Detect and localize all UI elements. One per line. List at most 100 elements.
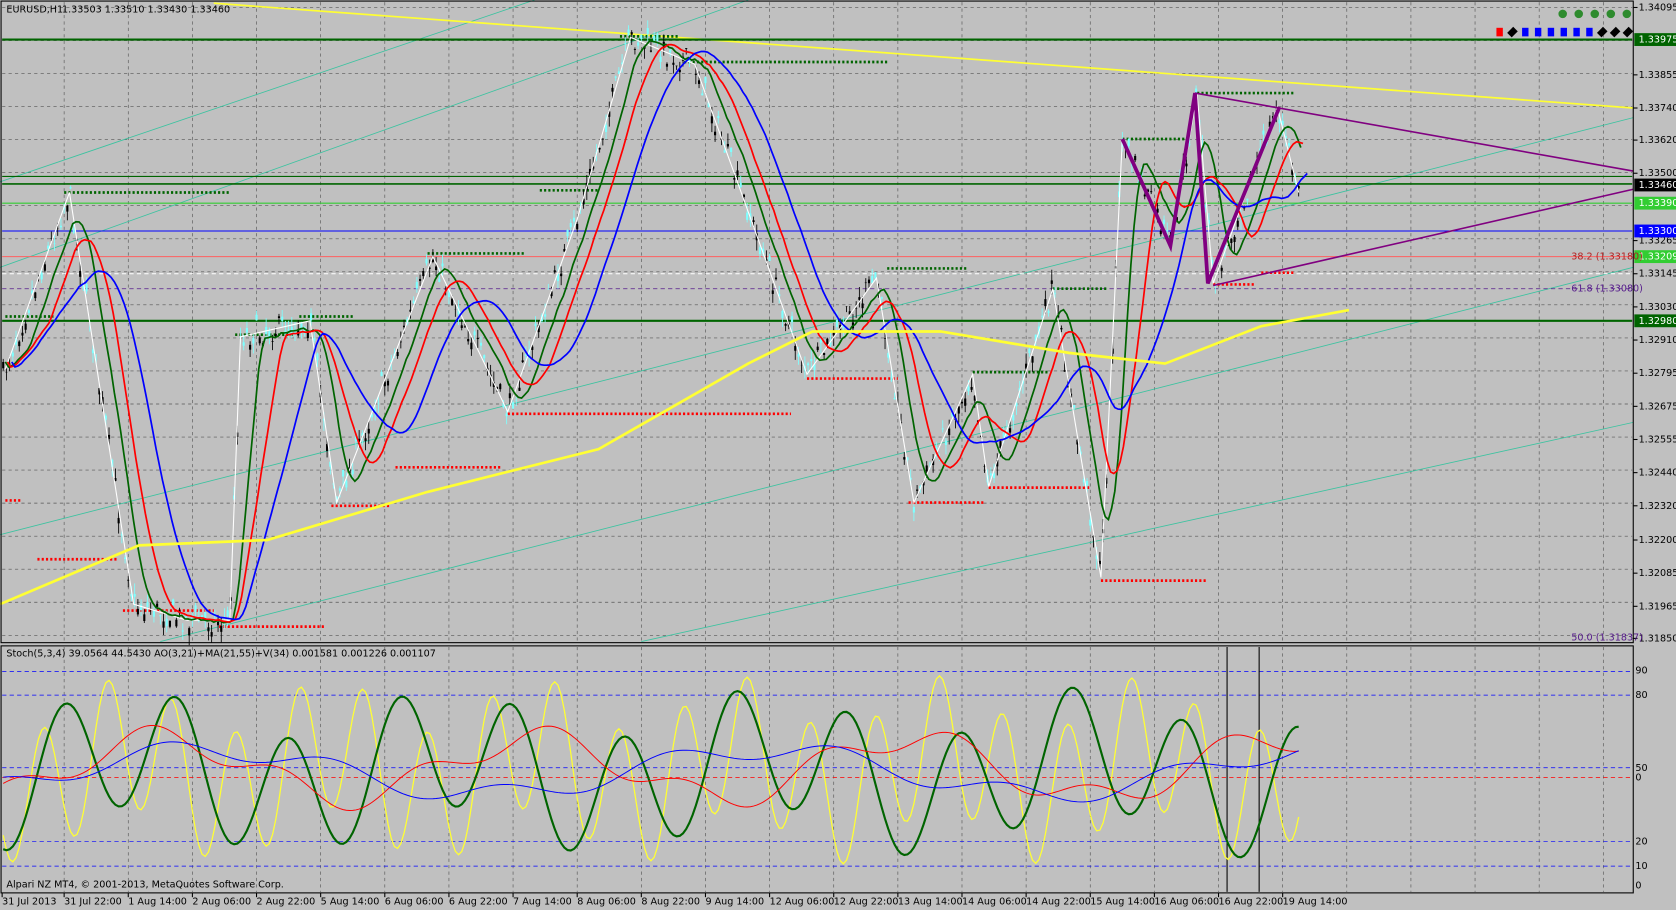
ma-slow [11, 50, 1308, 621]
channel-line [641, 421, 1634, 643]
time-label: 19 Aug 14:00 [1283, 896, 1348, 907]
level-label: 10 [1635, 861, 1647, 872]
signal-icon [1496, 27, 1503, 37]
price-label: 1.31850 [1639, 633, 1676, 644]
time-label: 1 Aug 14:00 [128, 896, 187, 907]
signal-dot [1622, 9, 1632, 19]
fib-label: 38.2 (1.33180) [1571, 252, 1643, 263]
price-marker-label: 1.33209 [1639, 252, 1676, 263]
level-label: 0 [1635, 880, 1641, 891]
indicator-window [2, 646, 1633, 892]
stoch-main [2, 674, 1300, 865]
time-label: 16 Aug 06:00 [1154, 896, 1219, 907]
indicator-title: Stoch(5,3,4) 39.0564 44.5430 AO(3,21)+MA… [6, 648, 435, 659]
price-marker [1634, 314, 1676, 328]
signal-dot [1558, 9, 1567, 19]
price-marker [1634, 196, 1676, 210]
signal-dot [1590, 9, 1600, 19]
price-marker-label: 1.33460 [1639, 180, 1676, 191]
price-marker-label: 1.33300 [1639, 226, 1676, 237]
time-label: 5 Aug 14:00 [321, 896, 380, 907]
signal-icon [1507, 26, 1518, 38]
price-window [0, 0, 1634, 646]
triangle-line [1194, 92, 1634, 172]
time-label: 13 Aug 14:00 [898, 896, 963, 907]
price-label: 1.34095 [1639, 2, 1676, 13]
time-label: 31 Jul 22:00 [64, 896, 122, 907]
signal-icon [1522, 27, 1529, 37]
signal-icon [1534, 27, 1542, 37]
price-label: 1.32795 [1639, 368, 1676, 379]
time-label: 14 Aug 22:00 [1026, 896, 1091, 907]
signal-icon [1622, 26, 1634, 38]
time-label: 15 Aug 14:00 [1090, 896, 1155, 907]
price-label: 1.33855 [1639, 70, 1676, 81]
time-label: 9 Aug 14:00 [705, 896, 764, 907]
ma-mid [6, 43, 1304, 623]
ohlc: 1.33503 1.33510 1.33430 1.33460 [62, 5, 230, 16]
time-label: 7 Aug 14:00 [513, 896, 572, 907]
signal-icon [1586, 27, 1593, 37]
price-label: 1.32320 [1639, 501, 1676, 512]
ao-ma-slow [3, 741, 1299, 803]
price-marker-label: 1.33390 [1639, 198, 1676, 209]
time-label: 31 Jul 2013 [2, 896, 56, 907]
level-label: 50 [1635, 763, 1647, 774]
price-marker [1634, 250, 1676, 264]
channel-line [0, 0, 749, 268]
time-label: 12 Aug 06:00 [770, 896, 835, 907]
triangle-line [1212, 188, 1634, 287]
price-marker [1634, 178, 1676, 192]
level-label: 90 [1635, 665, 1647, 676]
price-frame [0, 0, 1634, 644]
symbol: EURUSD,H1 [6, 5, 63, 16]
copyright: Alpari NZ MT4, © 2001-2013, MetaQuotes S… [6, 879, 283, 890]
level-label: 80 [1635, 690, 1647, 701]
time-label: 2 Aug 22:00 [257, 896, 316, 907]
channel-line [160, 266, 1634, 643]
price-label: 1.32200 [1639, 535, 1676, 546]
signal-dot [1606, 9, 1616, 19]
price-label: 1.32675 [1639, 401, 1676, 412]
ao-ma-fast [2, 724, 1299, 811]
signal-icon [1573, 27, 1580, 37]
price-label: 1.32440 [1639, 468, 1676, 479]
price-label: 1.32085 [1639, 568, 1676, 579]
indicator-frame [0, 645, 1634, 894]
price-label: 1.33620 [1639, 135, 1676, 146]
ma-200 [0, 308, 1350, 606]
trend-line [213, 2, 1634, 109]
signal-icon [1596, 26, 1608, 38]
price-marker [1634, 33, 1676, 46]
price-marker-label: 1.33975 [1639, 35, 1676, 46]
price-label: 1.32555 [1639, 434, 1676, 445]
channel-line [0, 117, 1634, 536]
level-label: 20 [1635, 837, 1647, 848]
channel-line [0, 0, 535, 183]
level-label: 0 [1635, 772, 1641, 783]
time-label: 6 Aug 06:00 [385, 896, 444, 907]
price-label: 1.33500 [1639, 168, 1676, 179]
fib-label: 50.0 (1.31837) [1571, 632, 1643, 643]
price-label: 1.33740 [1639, 103, 1676, 114]
time-label: 12 Aug 22:00 [834, 896, 899, 907]
signal-icon [1560, 27, 1567, 37]
price-label: 1.33145 [1639, 269, 1676, 280]
price-label: 1.31965 [1639, 601, 1676, 612]
time-label: 8 Aug 06:00 [577, 896, 636, 907]
stoch-signal [2, 686, 1299, 859]
time-label: 2 Aug 06:00 [192, 896, 251, 907]
signal-icon [1609, 26, 1621, 38]
price-label: 1.33265 [1639, 236, 1676, 247]
price-label: 1.32910 [1639, 335, 1676, 346]
time-label: 16 Aug 22:00 [1219, 896, 1284, 907]
signal-icon [1547, 27, 1555, 37]
time-label: 6 Aug 22:00 [449, 896, 508, 907]
time-label: 14 Aug 06:00 [962, 896, 1027, 907]
fib-label: 61.8 (1.33080) [1571, 284, 1643, 295]
time-label: 8 Aug 22:00 [641, 896, 700, 907]
price-marker-label: 1.32980 [1639, 316, 1676, 327]
